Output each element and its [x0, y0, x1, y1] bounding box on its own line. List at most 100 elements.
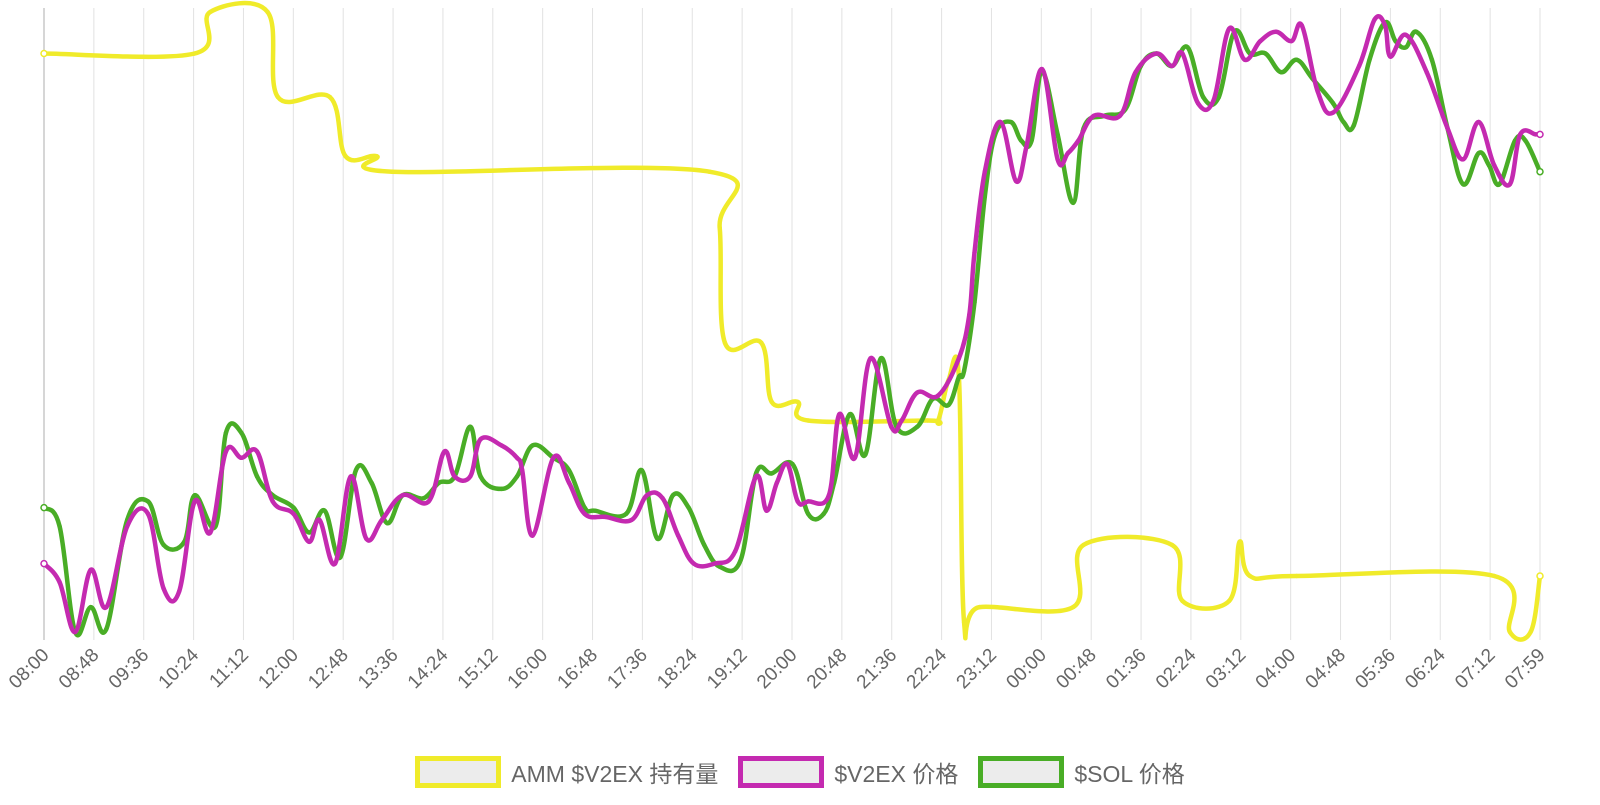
data-point-1[interactable] — [1024, 144, 1029, 150]
data-point-1[interactable] — [691, 561, 697, 566]
data-point-2[interactable] — [821, 511, 826, 517]
data-point-0[interactable] — [1237, 539, 1242, 545]
data-point-2[interactable] — [878, 356, 884, 361]
data-point-1[interactable] — [1492, 163, 1497, 168]
data-point-1[interactable] — [935, 393, 941, 398]
data-point-1[interactable] — [753, 474, 759, 479]
data-point-2[interactable] — [322, 508, 327, 513]
data-point-0[interactable] — [1081, 542, 1086, 548]
data-point-1[interactable] — [332, 561, 338, 566]
data-point-0[interactable] — [208, 9, 213, 15]
data-point-0[interactable] — [1070, 604, 1076, 610]
data-point-1[interactable] — [1076, 138, 1081, 143]
data-point-1[interactable] — [1388, 54, 1393, 59]
data-point-2[interactable] — [254, 474, 260, 479]
data-point-2[interactable] — [592, 508, 598, 513]
data-point-1[interactable] — [270, 499, 275, 504]
data-point-2[interactable] — [982, 194, 988, 199]
data-point-2[interactable] — [1476, 150, 1481, 156]
data-point-1[interactable] — [1195, 101, 1201, 106]
data-point-1[interactable] — [1211, 97, 1216, 103]
data-point-2[interactable] — [805, 511, 811, 517]
data-point-0[interactable] — [1247, 573, 1253, 579]
data-point-1[interactable] — [733, 548, 738, 554]
data-point-1[interactable] — [603, 514, 608, 520]
data-point-1[interactable] — [1065, 150, 1071, 156]
data-point-0[interactable] — [1492, 573, 1497, 579]
data-point-2[interactable] — [961, 368, 967, 374]
data-point-0[interactable] — [390, 169, 395, 174]
data-point-1[interactable] — [868, 356, 873, 361]
data-point-0[interactable] — [40, 49, 48, 58]
data-point-2[interactable] — [915, 424, 920, 429]
data-point-1[interactable] — [317, 517, 322, 523]
data-point-1[interactable] — [805, 499, 811, 504]
data-point-1[interactable] — [478, 436, 483, 442]
data-point-2[interactable] — [639, 468, 645, 473]
data-point-2[interactable] — [670, 492, 676, 498]
data-point-1[interactable] — [915, 390, 920, 395]
data-point-2[interactable] — [1486, 163, 1492, 168]
data-point-2[interactable] — [145, 499, 151, 504]
data-point-1[interactable] — [1117, 113, 1123, 118]
data-point-0[interactable] — [1226, 598, 1232, 604]
data-point-2[interactable] — [1330, 101, 1336, 106]
data-point-2[interactable] — [57, 524, 62, 529]
data-point-0[interactable] — [1294, 573, 1299, 579]
data-point-1[interactable] — [176, 589, 182, 594]
data-point-1[interactable] — [1382, 23, 1388, 28]
data-point-1[interactable] — [467, 474, 473, 479]
data-point-2[interactable] — [1414, 29, 1419, 35]
data-point-1[interactable] — [1330, 110, 1336, 115]
series-line-1[interactable] — [41, 14, 1543, 635]
data-point-1[interactable] — [826, 492, 832, 498]
data-point-1[interactable] — [1476, 119, 1481, 125]
data-point-2[interactable] — [738, 558, 743, 563]
data-point-1[interactable] — [675, 533, 681, 538]
data-point-1[interactable] — [208, 530, 213, 535]
data-point-1[interactable] — [1273, 29, 1279, 35]
data-point-1[interactable] — [1169, 63, 1175, 69]
data-point-1[interactable] — [1258, 38, 1263, 44]
data-point-2[interactable] — [1460, 181, 1466, 187]
data-point-0[interactable] — [1507, 629, 1513, 635]
data-point-2[interactable] — [499, 486, 504, 492]
data-point-0[interactable] — [343, 153, 348, 159]
data-point-2[interactable] — [421, 496, 426, 501]
legend-item-amm-holdings[interactable]: AMM $V2EX 持有量 — [415, 755, 718, 789]
data-point-2[interactable] — [1429, 57, 1435, 63]
legend-item-sol-price[interactable]: $SOL 价格 — [978, 755, 1185, 789]
data-point-0[interactable] — [1180, 598, 1185, 604]
data-point-1[interactable] — [899, 418, 904, 423]
data-point-2[interactable] — [717, 564, 722, 569]
data-point-1[interactable] — [291, 511, 296, 517]
data-point-1[interactable] — [774, 480, 780, 485]
data-point-2[interactable] — [1200, 94, 1206, 100]
data-point-0[interactable] — [717, 225, 722, 230]
data-point-1[interactable] — [1507, 181, 1513, 187]
data-point-1[interactable] — [400, 492, 405, 498]
data-point-1[interactable] — [519, 468, 525, 473]
data-point-0[interactable] — [977, 604, 982, 610]
data-point-1[interactable] — [442, 449, 447, 454]
data-point-2[interactable] — [1294, 57, 1299, 63]
data-point-1[interactable] — [837, 412, 842, 417]
data-point-2[interactable] — [467, 424, 473, 429]
data-point-2[interactable] — [1351, 122, 1357, 128]
data-point-2[interactable] — [1029, 138, 1034, 143]
data-point-2[interactable] — [1018, 138, 1024, 143]
data-point-1[interactable] — [223, 449, 229, 454]
data-point-1[interactable] — [452, 474, 457, 479]
data-point-1[interactable] — [972, 250, 977, 255]
data-point-1[interactable] — [514, 455, 520, 461]
data-point-1[interactable] — [712, 561, 717, 566]
data-point-1[interactable] — [982, 169, 988, 174]
data-point-1[interactable] — [1091, 113, 1097, 118]
data-point-2[interactable] — [1341, 119, 1346, 125]
data-point-1[interactable] — [1536, 130, 1544, 139]
data-point-0[interactable] — [192, 51, 197, 56]
data-point-2[interactable] — [161, 542, 166, 548]
data-point-2[interactable] — [1070, 200, 1076, 206]
data-point-1[interactable] — [161, 586, 166, 591]
data-point-2[interactable] — [239, 430, 244, 436]
